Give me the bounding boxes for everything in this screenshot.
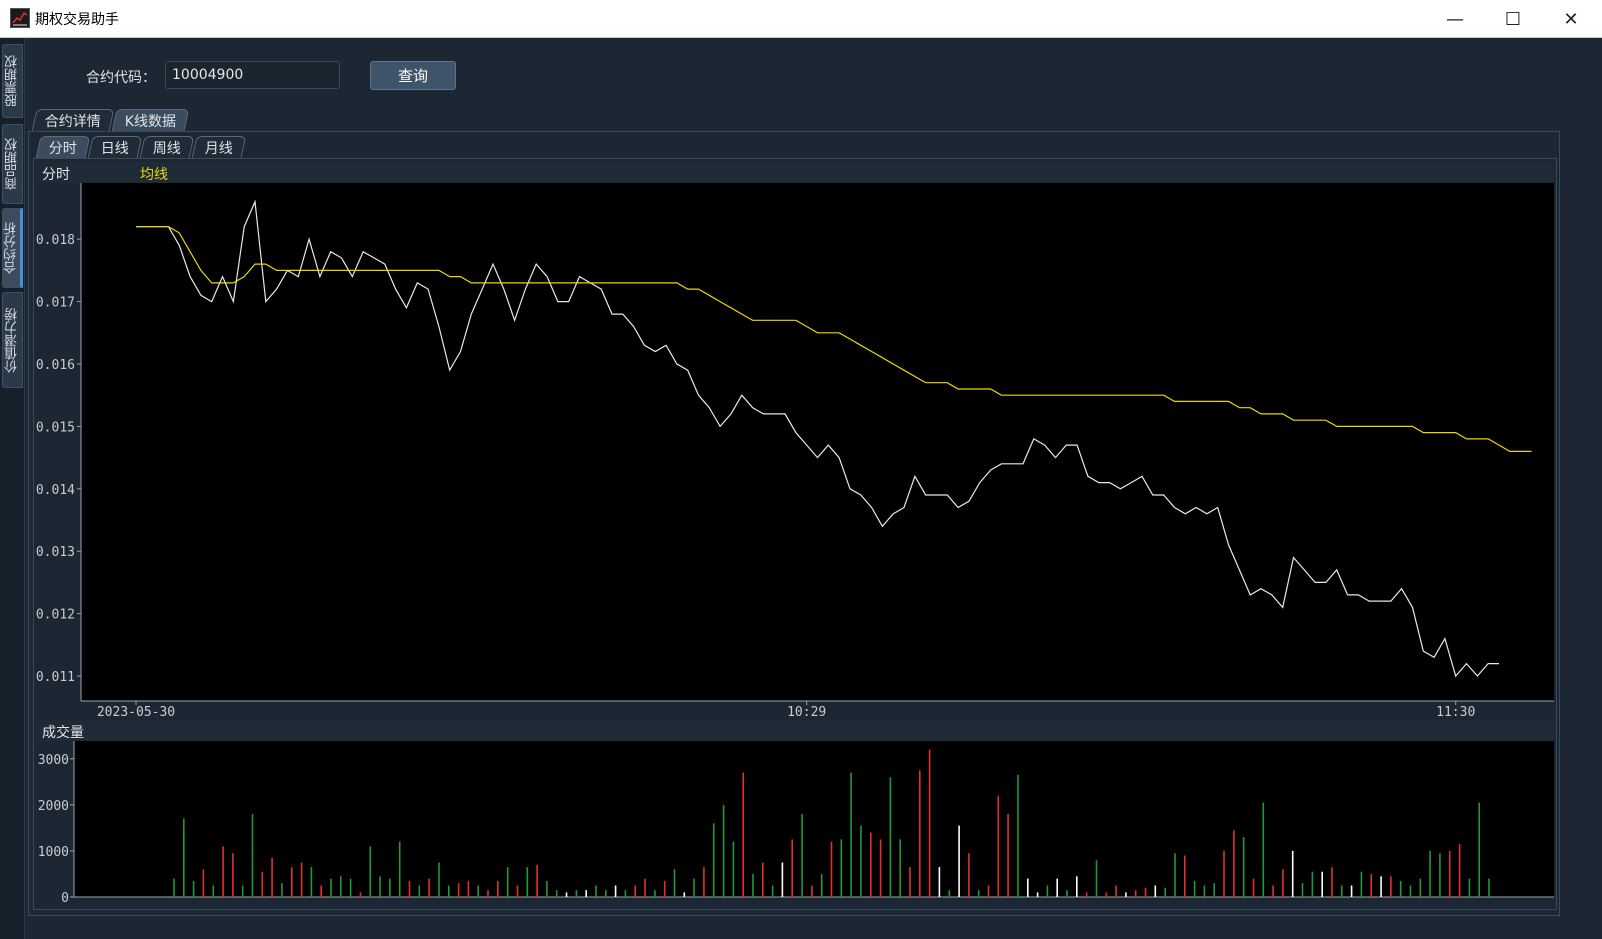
- price-y-tick-label: 0.016: [36, 358, 75, 373]
- window-title: 期权交易助手: [35, 12, 119, 28]
- price-y-tick-label: 0.013: [36, 545, 75, 560]
- outer-tab-bar: 合约详情 K线数据: [31, 109, 190, 131]
- price-y-tick-label: 0.017: [36, 296, 75, 311]
- price-y-tick-label: 0.011: [36, 670, 75, 685]
- price-chart-header: [36, 162, 1554, 183]
- intraday-price-chart: 0.011 0.012 0.013 0.014 0.015 0.016 0.017 0.018…: [36, 183, 1554, 720]
- average-series-line: [136, 226, 1532, 452]
- price-x-tick-label: 10:29: [787, 705, 826, 720]
- volume-chart: 0 1000 2000 3000: [38, 741, 1554, 904]
- contract-code-input[interactable]: [165, 61, 340, 89]
- side-tab-contract-analysis[interactable]: 合约分析: [2, 208, 23, 288]
- volume-plot-area: [74, 741, 1554, 897]
- period-tab-bar: 分时 日线 周线 月线: [35, 136, 247, 158]
- tab-monthly[interactable]: 月线: [191, 136, 247, 158]
- side-tab-commodity-options[interactable]: 商品期权: [2, 124, 23, 204]
- tab-weekly[interactable]: 周线: [139, 136, 195, 158]
- query-button[interactable]: 查询: [370, 61, 456, 90]
- volume-y-tick-label: 3000: [38, 753, 69, 768]
- average-line-legend: 均线: [140, 167, 168, 183]
- side-tab-stock-options[interactable]: 股票期权: [2, 44, 23, 118]
- tab-intraday[interactable]: 分时: [35, 136, 91, 158]
- volume-y-tick-label: 0: [61, 891, 69, 904]
- close-button[interactable]: ✕: [1563, 8, 1579, 30]
- title-bar: 期权交易助手 — ☐ ✕: [0, 0, 1602, 38]
- price-y-tick-label: 0.018: [36, 233, 75, 248]
- side-tab-value-potential[interactable]: 价值潜力榜: [2, 292, 23, 388]
- tab-daily[interactable]: 日线: [87, 136, 143, 158]
- price-y-tick-label: 0.015: [36, 420, 75, 435]
- volume-chart-header: [36, 720, 1554, 741]
- volume-y-tick-label: 2000: [38, 799, 69, 814]
- price-y-tick-label: 0.012: [36, 608, 75, 623]
- price-x-tick-label: 2023-05-30: [97, 705, 175, 720]
- volume-y-tick-label: 1000: [38, 845, 69, 860]
- side-nav: 股票期权 商品期权 合约分析 价值潜力榜: [0, 38, 25, 939]
- tab-kline-data[interactable]: K线数据: [111, 109, 190, 131]
- tab-content-frame: [28, 131, 1560, 916]
- price-series-line: [136, 199, 1499, 678]
- app-chart-icon: [10, 8, 30, 28]
- price-x-tick-label: 11:30: [1436, 705, 1475, 720]
- maximize-button[interactable]: ☐: [1504, 8, 1522, 30]
- price-plot-area: [81, 183, 1554, 701]
- minimize-button[interactable]: —: [1446, 8, 1464, 30]
- volume-chart-title: 成交量: [42, 725, 84, 741]
- chart-frame: [33, 158, 1557, 910]
- price-y-tick-label: 0.014: [36, 483, 75, 498]
- contract-code-label: 合约代码：: [86, 70, 156, 86]
- price-chart-title: 分时: [42, 167, 70, 183]
- tab-contract-details[interactable]: 合约详情: [31, 109, 115, 131]
